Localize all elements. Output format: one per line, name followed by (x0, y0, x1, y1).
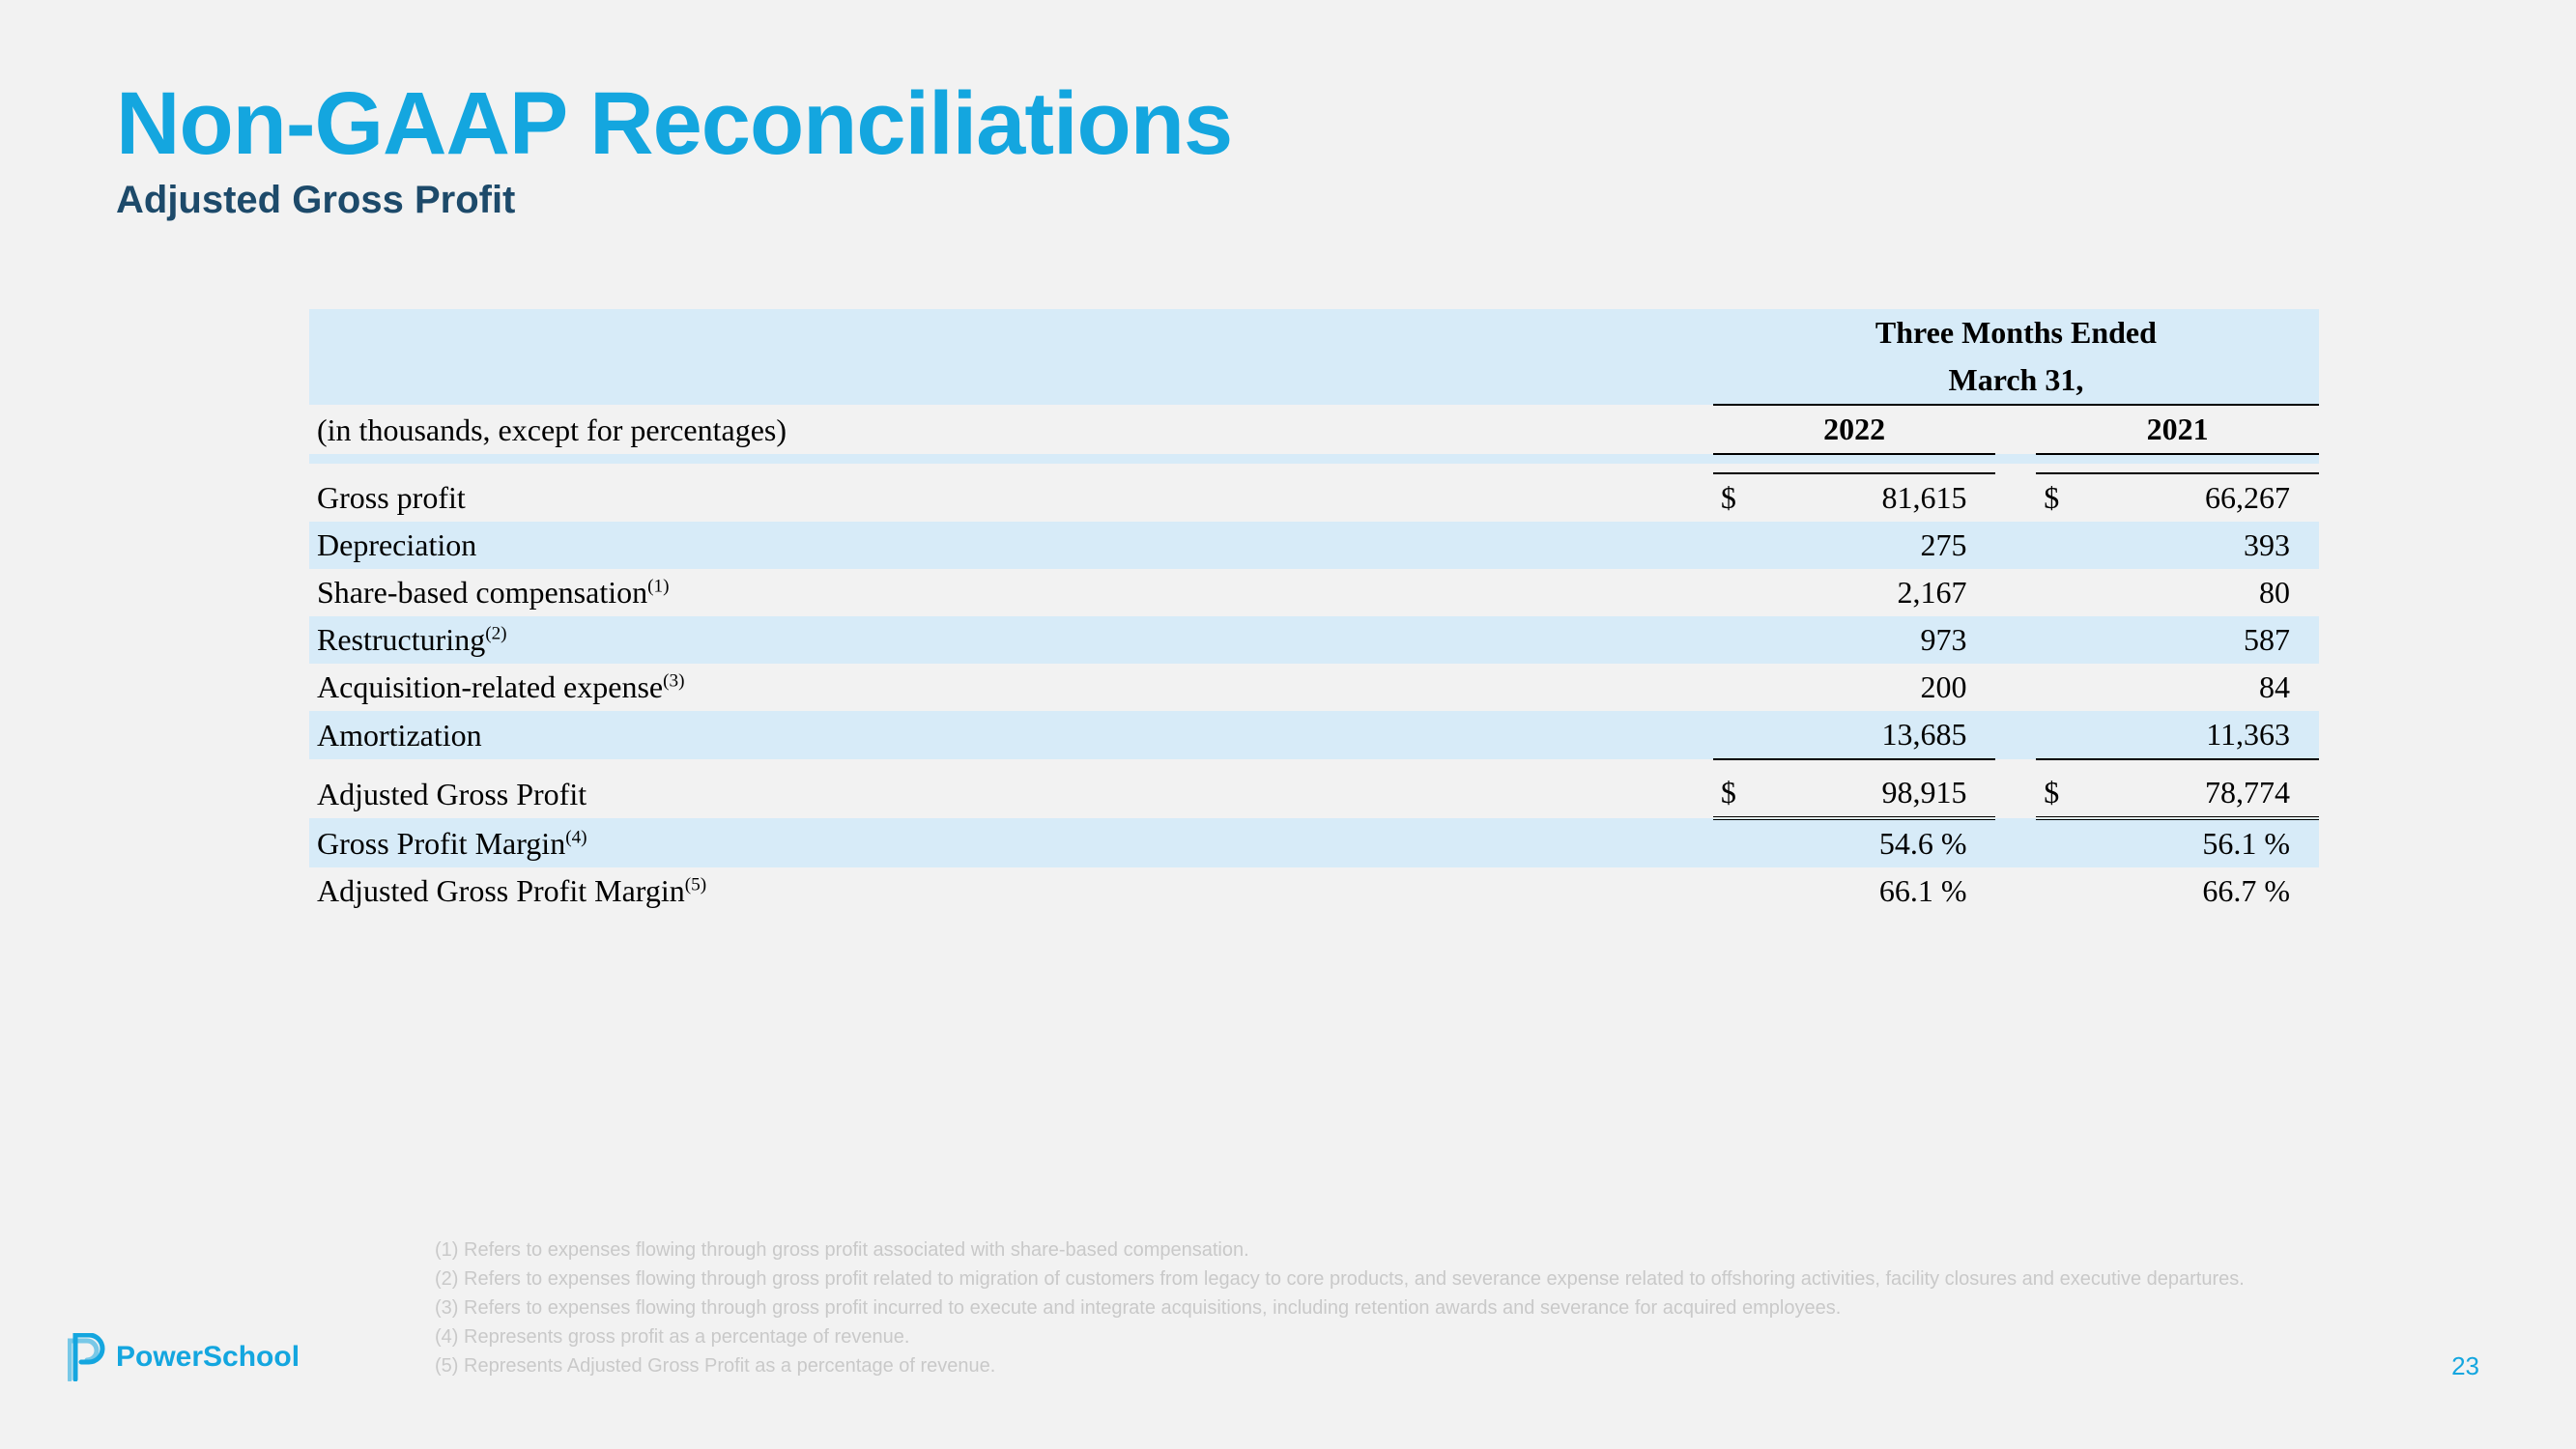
cell-value: 275 (1754, 522, 1996, 569)
table-row: Restructuring(2) 973 587 (309, 616, 2319, 664)
table-row: Depreciation 275 393 (309, 522, 2319, 569)
cell-value: 587 (2076, 616, 2319, 664)
spacer (309, 759, 2319, 769)
cell-value: 66.1 % (1754, 867, 1996, 915)
table-row: Gross profit $ 81,615 $ 66,267 (309, 473, 2319, 522)
spacer (309, 454, 2319, 464)
logo-text: PowerSchool (116, 1341, 300, 1374)
header-row-period: Three Months Ended (309, 309, 2319, 356)
cell-value: 13,685 (1754, 711, 1996, 759)
footnote: (1) Refers to expenses flowing through g… (435, 1236, 2271, 1264)
currency-symbol: $ (1713, 769, 1754, 818)
row-label: Amortization (309, 711, 1683, 759)
table-row-margin: Adjusted Gross Profit Margin(5) 66.1 % 6… (309, 867, 2319, 915)
reconciliation-table-wrap: Three Months Ended March 31, (in thousan… (309, 309, 2319, 915)
period-header-line2: March 31, (1949, 362, 2084, 397)
slide: Non-GAAP Reconciliations Adjusted Gross … (0, 0, 2576, 1449)
table-row: Amortization 13,685 11,363 (309, 711, 2319, 759)
cell-value: 54.6 % (1754, 818, 1996, 867)
reconciliation-table: Three Months Ended March 31, (in thousan… (309, 309, 2319, 915)
footnote: (4) Represents gross profit as a percent… (435, 1323, 2271, 1350)
cell-value: 66,267 (2076, 473, 2319, 522)
powerschool-icon (68, 1333, 106, 1381)
header-row-years: (in thousands, except for percentages) 2… (309, 405, 2319, 454)
header-row-period2: March 31, (309, 356, 2319, 405)
page-number: 23 (2451, 1351, 2479, 1381)
page-subtitle: Adjusted Gross Profit (116, 179, 2460, 222)
year-2022: 2022 (1823, 412, 1885, 446)
currency-symbol: $ (2036, 769, 2076, 818)
cell-value: 973 (1754, 616, 1996, 664)
row-label: Acquisition-related expense(3) (309, 664, 1683, 711)
currency-symbol: $ (2036, 473, 2076, 522)
powerschool-logo: PowerSchool (68, 1333, 300, 1381)
spacer (309, 464, 2319, 473)
cell-value: 2,167 (1754, 569, 1996, 616)
row-label: Restructuring(2) (309, 616, 1683, 664)
cell-value: 200 (1754, 664, 1996, 711)
cell-value: 56.1 % (2076, 818, 2319, 867)
column-note: (in thousands, except for percentages) (309, 405, 1683, 454)
page-title: Non-GAAP Reconciliations (116, 77, 2460, 171)
footnotes: (1) Refers to expenses flowing through g… (435, 1236, 2271, 1381)
period-header-line1: Three Months Ended (1721, 315, 2311, 351)
row-label: Gross profit (309, 473, 1683, 522)
cell-value: 78,774 (2076, 769, 2319, 818)
row-label: Share-based compensation(1) (309, 569, 1683, 616)
cell-value: 81,615 (1754, 473, 1996, 522)
footnote: (3) Refers to expenses flowing through g… (435, 1294, 2271, 1321)
table-row-margin: Gross Profit Margin(4) 54.6 % 56.1 % (309, 818, 2319, 867)
table-row: Acquisition-related expense(3) 200 84 (309, 664, 2319, 711)
cell-value: 393 (2076, 522, 2319, 569)
table-row: Share-based compensation(1) 2,167 80 (309, 569, 2319, 616)
cell-value: 11,363 (2076, 711, 2319, 759)
row-label: Gross Profit Margin(4) (309, 818, 1683, 867)
footnote: (5) Represents Adjusted Gross Profit as … (435, 1352, 2271, 1379)
footnote: (2) Refers to expenses flowing through g… (435, 1265, 2271, 1293)
currency-symbol: $ (1713, 473, 1754, 522)
cell-value: 66.7 % (2076, 867, 2319, 915)
cell-value: 98,915 (1754, 769, 1996, 818)
year-2021: 2021 (2147, 412, 2209, 446)
cell-value: 84 (2076, 664, 2319, 711)
row-label: Depreciation (309, 522, 1683, 569)
cell-value: 80 (2076, 569, 2319, 616)
row-label: Adjusted Gross Profit (309, 769, 1683, 818)
row-label: Adjusted Gross Profit Margin(5) (309, 867, 1683, 915)
table-row-total: Adjusted Gross Profit $ 98,915 $ 78,774 (309, 769, 2319, 818)
